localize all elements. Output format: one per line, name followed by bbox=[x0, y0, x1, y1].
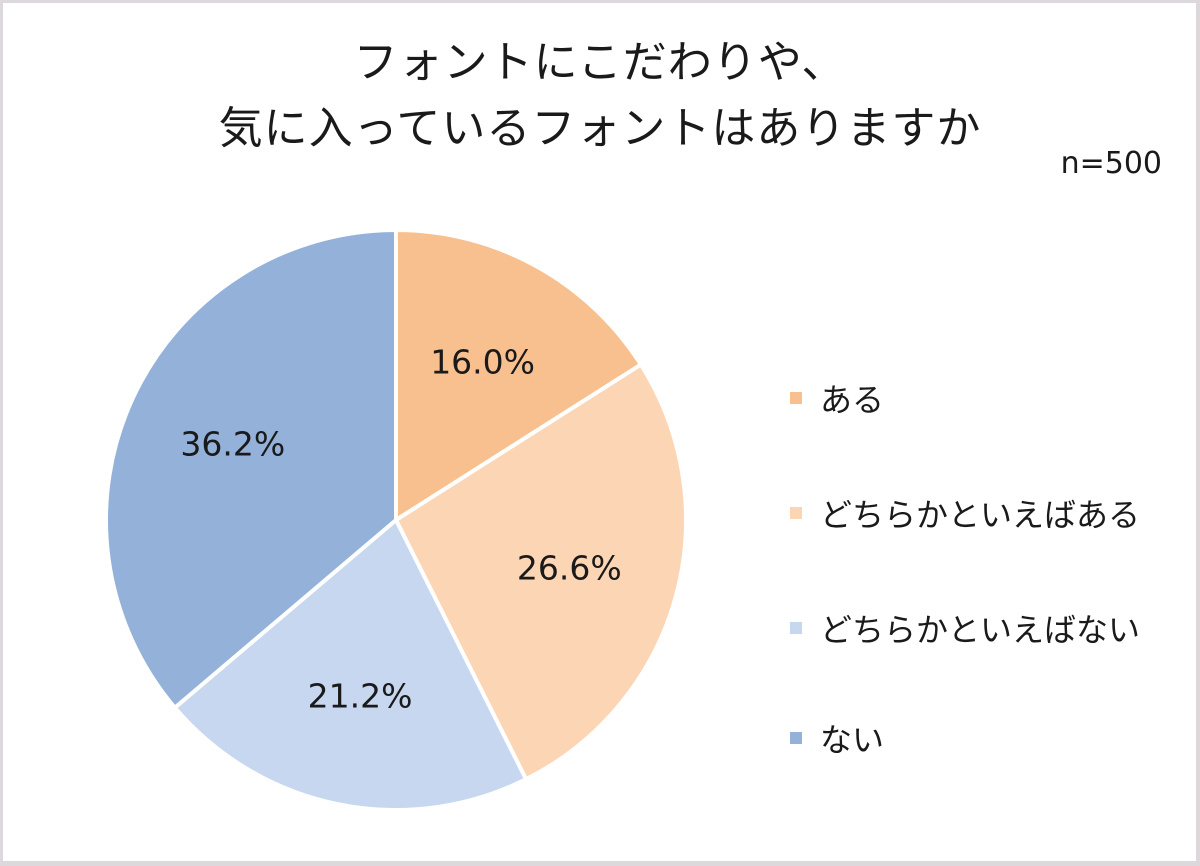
legend-item-dochiraka-nai: どちらかといえばない bbox=[790, 605, 1140, 651]
pie-slice-3 bbox=[104, 227, 398, 711]
chart-title-line-1: フォントにこだわりや、 bbox=[353, 37, 847, 88]
legend-label: どちらかといえばある bbox=[820, 496, 1141, 534]
pie-slice-2 bbox=[172, 516, 529, 812]
slice-value-label: 21.2% bbox=[307, 676, 413, 716]
legend-item-dochiraka-aru: どちらかといえばある bbox=[790, 490, 1140, 536]
legend-swatch bbox=[790, 622, 802, 634]
legend-label: ない bbox=[820, 721, 885, 759]
chart-title-line-2: 気に入っているフォントはありますか bbox=[218, 103, 982, 154]
legend-item-nai: ない bbox=[790, 715, 884, 761]
legend-swatch bbox=[790, 732, 802, 744]
sample-size-label: n=500 bbox=[1060, 146, 1162, 181]
legend-swatch bbox=[790, 507, 802, 519]
pie-slice-0 bbox=[394, 227, 644, 524]
legend-swatch bbox=[790, 392, 802, 404]
pie-slice-1 bbox=[393, 361, 688, 782]
legend-label: ある bbox=[820, 381, 885, 419]
legend-item-aru: ある bbox=[790, 375, 884, 421]
slice-value-label: 16.0% bbox=[430, 342, 536, 382]
slice-value-label: 26.6% bbox=[516, 548, 622, 588]
legend-label: どちらかといえばない bbox=[820, 611, 1141, 649]
slice-value-label: 36.2% bbox=[180, 424, 286, 464]
